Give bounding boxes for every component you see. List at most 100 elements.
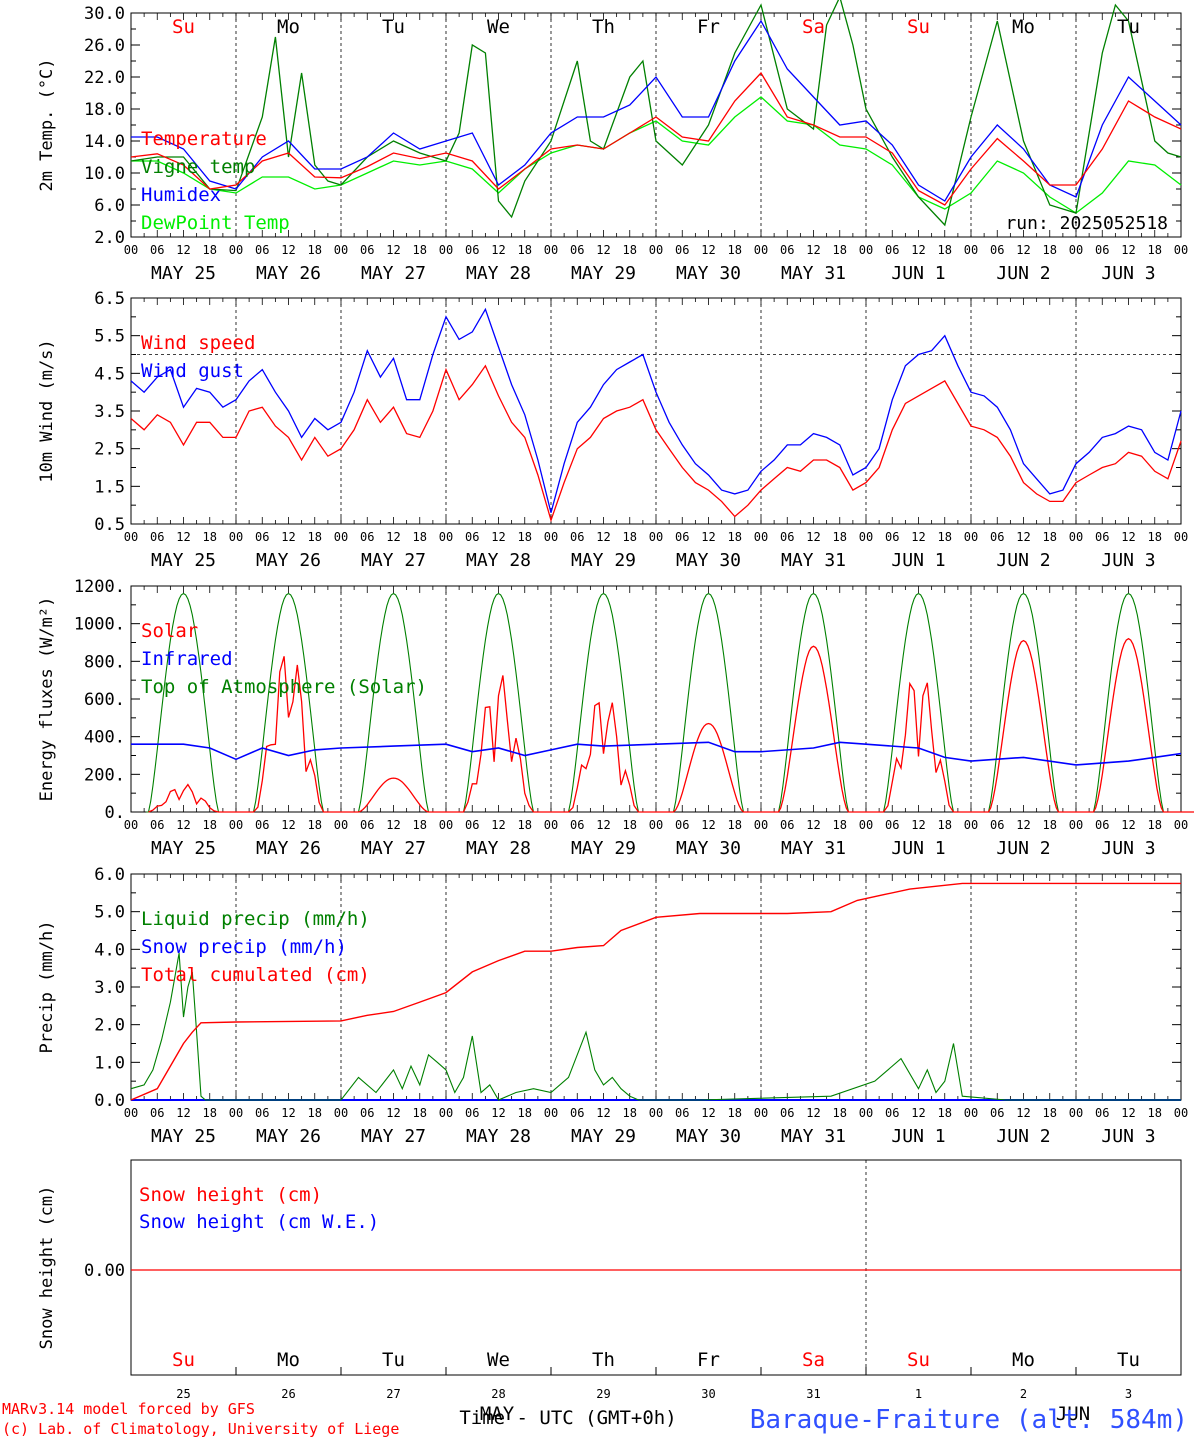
legend-entry: Snow height (cm) xyxy=(139,1184,322,1206)
hour-tick-label: 12 xyxy=(806,1106,820,1120)
hour-tick-label: 00 xyxy=(124,1106,138,1120)
hour-tick-label: 12 xyxy=(1121,1106,1135,1120)
weekday-label: We xyxy=(487,16,510,38)
series-line-vigne-temp xyxy=(130,0,1182,227)
hour-tick-label: 00 xyxy=(964,818,978,832)
hour-tick-label: 00 xyxy=(649,243,663,257)
date-label: JUN 3 xyxy=(1101,550,1155,571)
day-number-label: 26 xyxy=(281,1387,295,1401)
y-tick-label: 400. xyxy=(84,728,125,748)
hour-tick-label: 06 xyxy=(675,818,689,832)
day-number-label: 3 xyxy=(1125,1387,1132,1401)
hour-tick-label: 00 xyxy=(964,243,978,257)
hour-tick-label: 06 xyxy=(675,530,689,544)
hour-tick-label: 06 xyxy=(150,818,164,832)
day-number-label: 27 xyxy=(386,1387,400,1401)
series-line-total-cumulated xyxy=(130,882,1181,1101)
date-label: MAY 25 xyxy=(151,838,216,859)
date-label: JUN 2 xyxy=(996,550,1050,571)
legend-entry: Total cumulated (cm) xyxy=(141,964,370,986)
weekday-label: We xyxy=(487,1349,510,1371)
hour-tick-label: 00 xyxy=(439,243,453,257)
date-label: JUN 2 xyxy=(996,263,1050,284)
hour-tick-label: 18 xyxy=(833,530,847,544)
hour-tick-label: 06 xyxy=(465,818,479,832)
day-number-label: 1 xyxy=(915,1387,922,1401)
hour-tick-label: 18 xyxy=(413,243,427,257)
hour-tick-label: 18 xyxy=(203,1106,217,1120)
date-label: JUN 3 xyxy=(1101,263,1155,284)
y-axis-label: 2m Temp. (°C) xyxy=(37,58,57,191)
hour-tick-label: 00 xyxy=(439,530,453,544)
date-label: MAY 25 xyxy=(151,263,216,284)
date-label: JUN 3 xyxy=(1101,1126,1155,1147)
hour-tick-label: 12 xyxy=(701,818,715,832)
hour-tick-label: 06 xyxy=(360,530,374,544)
hour-tick-label: 12 xyxy=(1016,530,1030,544)
y-tick-label: 0.0 xyxy=(94,1091,125,1111)
panel-precip: 0.0 1.0 2.0 3.0 4.0 5.0 6.0 Precip (mm/h) Liquid… xyxy=(37,865,1188,1147)
hour-tick-label: 00 xyxy=(229,243,243,257)
date-label: MAY 31 xyxy=(781,838,846,859)
date-label: MAY 30 xyxy=(676,1126,741,1147)
weekday-label: Fr xyxy=(697,1349,720,1371)
date-label: MAY 28 xyxy=(466,263,531,284)
hour-tick-label: 00 xyxy=(124,818,138,832)
month-label: JUN xyxy=(1056,1403,1090,1425)
hour-tick-label: 18 xyxy=(1148,818,1162,832)
y-tick-label: 10.0 xyxy=(84,164,125,184)
hour-tick-label: 00 xyxy=(1174,1106,1188,1120)
hour-tick-label: 18 xyxy=(938,1106,952,1120)
hour-tick-label: 18 xyxy=(413,1106,427,1120)
y-axis-label: Snow height (cm) xyxy=(37,1186,57,1350)
hour-tick-label: 00 xyxy=(544,530,558,544)
hour-tick-label: 00 xyxy=(124,243,138,257)
date-label: MAY 27 xyxy=(361,550,426,571)
hour-tick-label: 18 xyxy=(623,243,637,257)
hour-tick-label: 12 xyxy=(386,530,400,544)
date-label: JUN 1 xyxy=(891,263,945,284)
weekday-label: Su xyxy=(907,16,930,38)
hour-tick-label: 06 xyxy=(465,243,479,257)
hour-tick-label: 06 xyxy=(990,1106,1004,1120)
hour-tick-label: 06 xyxy=(885,243,899,257)
y-tick-label: 6.5 xyxy=(94,289,125,309)
hour-tick-label: 06 xyxy=(570,1106,584,1120)
hour-tick-label: 06 xyxy=(465,530,479,544)
hour-tick-label: 00 xyxy=(649,530,663,544)
y-axis-label: 10m Wind (m/s) xyxy=(37,339,57,482)
date-label: MAY 27 xyxy=(361,1126,426,1147)
y-tick-label: 600. xyxy=(84,690,125,710)
y-tick-label: 200. xyxy=(84,765,125,785)
date-label: MAY 28 xyxy=(466,838,531,859)
run-label: run: 2025052518 xyxy=(1005,213,1168,234)
weekday-label: Tu xyxy=(1117,1349,1140,1371)
hour-tick-label: 12 xyxy=(176,1106,190,1120)
weekday-label: Tu xyxy=(382,16,405,38)
hour-tick-label: 18 xyxy=(833,243,847,257)
y-tick-label: 800. xyxy=(84,652,125,672)
legend-entry: Snow precip (mm/h) xyxy=(141,936,347,958)
hour-tick-label: 00 xyxy=(1174,530,1188,544)
hour-tick-label: 12 xyxy=(806,818,820,832)
y-tick-label: 5.0 xyxy=(94,903,125,923)
date-label: JUN 2 xyxy=(996,838,1050,859)
date-label: MAY 30 xyxy=(676,838,741,859)
hour-tick-label: 12 xyxy=(281,818,295,832)
hour-tick-label: 00 xyxy=(544,818,558,832)
hour-tick-label: 00 xyxy=(124,530,138,544)
hour-tick-label: 06 xyxy=(1095,530,1109,544)
hour-tick-label: 06 xyxy=(465,1106,479,1120)
legend-entry: Liquid precip (mm/h) xyxy=(141,908,370,930)
y-tick-label: 3.0 xyxy=(94,978,125,998)
y-tick-label: 3.5 xyxy=(94,402,125,422)
date-label: MAY 30 xyxy=(676,263,741,284)
y-tick-label: 26.0 xyxy=(84,36,125,56)
hour-tick-label: 18 xyxy=(203,818,217,832)
hour-tick-label: 06 xyxy=(885,1106,899,1120)
y-tick-label: 6.0 xyxy=(94,865,125,885)
y-tick-label: 1.0 xyxy=(94,1053,125,1073)
hour-tick-label: 18 xyxy=(623,1106,637,1120)
hour-tick-label: 12 xyxy=(386,243,400,257)
hour-tick-label: 06 xyxy=(1095,243,1109,257)
